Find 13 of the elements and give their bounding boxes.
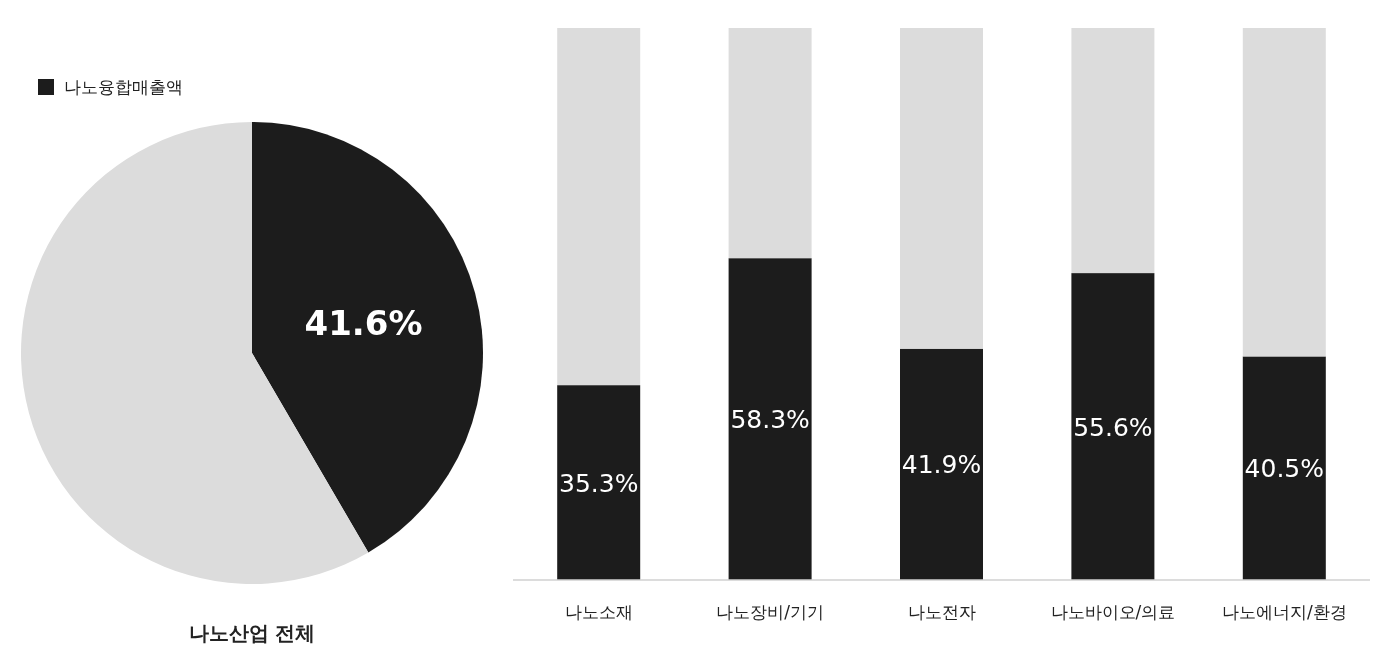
data-label: 58.3% bbox=[730, 405, 810, 435]
data-label: 55.6% bbox=[1073, 412, 1153, 442]
data-label: 35.3% bbox=[558, 468, 639, 498]
data-label: 41.9% bbox=[901, 450, 982, 480]
x-tick-label: 나노바이오/의료 bbox=[1050, 602, 1176, 622]
text: 나노산업 전체 bbox=[188, 621, 316, 645]
x-tick-label: 나노에너지/환경 bbox=[1221, 602, 1347, 622]
legend-label: 나노융합매출액 bbox=[64, 77, 183, 97]
x-tick-label: 나노전자 bbox=[907, 602, 976, 622]
data-label: 41.6% bbox=[304, 302, 423, 343]
x-tick-label: 나노소재 bbox=[564, 602, 633, 622]
data-label: 40.5% bbox=[1244, 454, 1325, 484]
x-tick-label: 나노장비/기기 bbox=[716, 602, 824, 622]
